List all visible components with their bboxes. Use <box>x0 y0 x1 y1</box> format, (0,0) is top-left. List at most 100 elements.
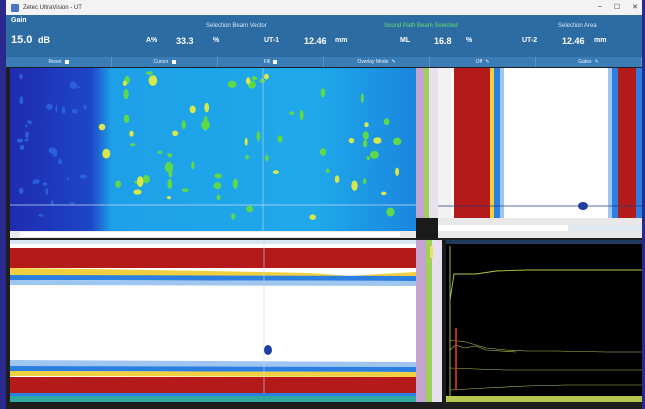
indication-mark <box>272 170 279 174</box>
app-window: Zetec UltraVision - UT – ☐ ✕ Gain 15.0 d… <box>6 0 642 409</box>
indication-mark <box>123 114 130 123</box>
c-scan-view[interactable] <box>10 68 416 238</box>
indication-mark <box>69 202 76 205</box>
right-label: Selection Area <box>558 23 597 29</box>
indication-mark <box>136 176 144 187</box>
c-scan-indications <box>16 71 402 220</box>
indication-mark <box>98 123 106 131</box>
pencil-icon[interactable]: ✎ <box>485 59 490 65</box>
indication-mark <box>181 188 189 192</box>
a-scan-trace <box>446 240 642 402</box>
side-b-scan-view[interactable] <box>438 68 642 238</box>
pencil-icon[interactable]: ✎ <box>391 59 396 65</box>
indication-mark <box>48 147 56 154</box>
indication-mark <box>29 120 32 125</box>
indication-mark <box>167 153 173 158</box>
indication-mark <box>77 86 81 89</box>
indication-mark <box>115 180 122 188</box>
indication-mark <box>320 88 326 98</box>
indication-mark <box>122 80 127 86</box>
maximize-icon[interactable]: ☐ <box>613 4 621 11</box>
app-icon <box>11 3 19 12</box>
indication-mark <box>231 213 236 220</box>
a-scan-view[interactable] <box>446 240 642 402</box>
window-controls: – ☐ ✕ <box>598 3 638 11</box>
indication-mark <box>201 120 210 130</box>
indication-mark <box>19 144 25 151</box>
indication-mark <box>214 173 222 179</box>
indication-mark <box>79 174 87 179</box>
indication-mark <box>386 207 395 217</box>
indication-mark <box>277 135 283 143</box>
indication-mark <box>256 131 261 142</box>
gain-value[interactable]: 15.0 <box>11 34 33 46</box>
indication-mark <box>102 148 111 159</box>
readings-header: Gain 15.0 dB Selection Beam Vector Sound… <box>6 15 642 57</box>
ut1-label: UT-1 <box>264 37 280 44</box>
checkbox-icon[interactable] <box>273 60 278 64</box>
side-b-scan-image <box>438 68 642 238</box>
ut2-label: UT-2 <box>522 37 538 44</box>
ut1-unit: mm <box>335 37 348 44</box>
indication-mark <box>348 138 355 144</box>
indication-mark <box>166 196 171 200</box>
checkbox-icon[interactable] <box>171 60 176 64</box>
indication-mark <box>50 200 54 206</box>
end-b-scan-view[interactable] <box>10 240 416 402</box>
indication-mark <box>366 156 371 161</box>
gain-unit: dB <box>38 35 50 45</box>
toolbar-item-off[interactable]: Off ✎ <box>430 57 536 67</box>
indication-mark <box>216 194 221 201</box>
indication-mark <box>259 78 265 83</box>
ut1-value: 12.46 <box>304 36 327 46</box>
indication-mark <box>172 130 179 137</box>
indication-mark <box>18 187 24 194</box>
indication-mark <box>244 137 248 146</box>
center-label: Selection Beam Vector <box>206 23 267 29</box>
indication-mark <box>363 178 367 185</box>
indication-mark <box>245 154 249 160</box>
indication-mark <box>299 109 304 121</box>
indication-mark <box>24 138 29 142</box>
indication-mark <box>157 150 163 154</box>
gain-label: Gain <box>11 17 27 24</box>
pencil-icon[interactable]: ✎ <box>594 59 599 65</box>
checkbox-icon[interactable] <box>64 60 69 64</box>
indication-mark <box>38 213 44 217</box>
indication-mark <box>19 73 23 80</box>
indication-mark <box>189 105 196 114</box>
indication-mark <box>61 106 66 114</box>
indication-mark <box>213 182 222 190</box>
indication-mark <box>83 105 87 110</box>
toolbar-item-overlay[interactable]: Overlay Mode ✎ <box>324 57 430 67</box>
indication-mark <box>58 158 63 165</box>
indication-mark <box>191 161 195 170</box>
indication-mark <box>319 148 327 156</box>
close-icon[interactable]: ✕ <box>632 4 638 11</box>
toolbar-item-reset[interactable]: Reset <box>6 57 112 67</box>
indication-mark <box>123 89 129 100</box>
indication-mark <box>383 118 390 126</box>
indication-mark <box>204 102 210 113</box>
indication-mark <box>227 80 237 88</box>
indication-mark <box>360 93 364 103</box>
indication-mark <box>148 75 158 86</box>
toolbar-item-cursor[interactable]: Cursor <box>112 57 218 67</box>
indication-mark <box>66 177 69 181</box>
indication-mark <box>246 205 254 213</box>
indication-mark <box>25 124 28 128</box>
ut2-value: 12.46 <box>562 36 585 46</box>
indication-mark <box>251 76 257 81</box>
indication-mark <box>334 175 340 183</box>
view-toolbar: Reset Cursor Fill Overlay Mode ✎ Off ✎ Gat… <box>6 57 642 67</box>
toolbar-item-gates[interactable]: Gates ✎ <box>536 57 642 67</box>
indication-mark <box>265 155 269 162</box>
indication-mark <box>19 96 24 105</box>
vertical-ruler-bottom <box>416 240 446 402</box>
indication-mark <box>164 161 174 173</box>
toolbar-item-fill[interactable]: Fill <box>218 57 324 67</box>
minimize-icon[interactable]: – <box>597 3 602 10</box>
indication-mark <box>42 182 48 186</box>
indication-mark <box>373 137 382 144</box>
indication-mark <box>309 214 317 220</box>
